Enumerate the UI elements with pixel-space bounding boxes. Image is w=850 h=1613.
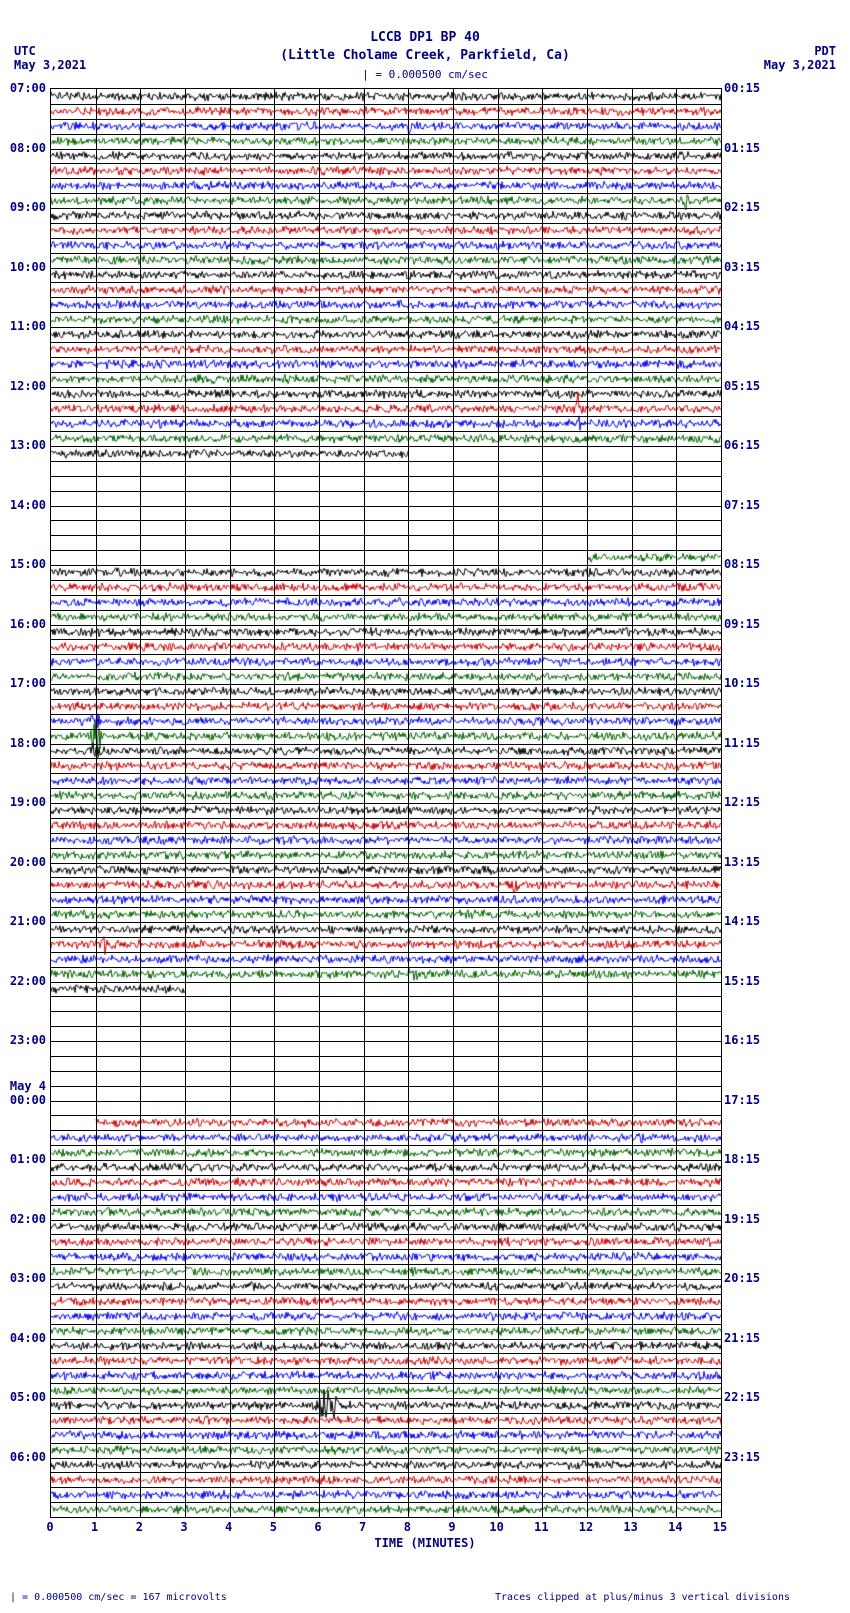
hour-label-right: 14:15	[724, 914, 766, 928]
tz-left: UTC	[14, 44, 36, 58]
x-tick: 9	[442, 1520, 462, 1534]
x-tick: 1	[85, 1520, 105, 1534]
hour-label-left: 05:00	[4, 1390, 46, 1404]
hour-label-left: 11:00	[4, 319, 46, 333]
hour-label-left: 22:00	[4, 974, 46, 988]
hour-label-right: 19:15	[724, 1212, 766, 1226]
x-tick: 6	[308, 1520, 328, 1534]
x-tick: 10	[487, 1520, 507, 1534]
hour-label-left: 04:00	[4, 1331, 46, 1345]
x-tick: 3	[174, 1520, 194, 1534]
hour-label-left: 20:00	[4, 855, 46, 869]
hour-label-right: 00:15	[724, 81, 766, 95]
x-tick: 12	[576, 1520, 596, 1534]
hour-label-right: 17:15	[724, 1093, 766, 1107]
x-tick: 5	[263, 1520, 283, 1534]
hour-label-right: 22:15	[724, 1390, 766, 1404]
hour-label-left: 00:00	[4, 1093, 46, 1107]
x-tick: 14	[665, 1520, 685, 1534]
hour-label-left: 13:00	[4, 438, 46, 452]
hour-label-right: 11:15	[724, 736, 766, 750]
hour-label-right: 01:15	[724, 141, 766, 155]
footer-scale: | = 0.000500 cm/sec = 167 microvolts	[10, 1592, 227, 1603]
hour-label-left: 10:00	[4, 260, 46, 274]
x-axis-label: TIME (MINUTES)	[0, 1536, 850, 1550]
footer-clip-note: Traces clipped at plus/minus 3 vertical …	[495, 1592, 790, 1603]
hour-label-left: 06:00	[4, 1450, 46, 1464]
hour-label-left: 07:00	[4, 81, 46, 95]
hour-label-left: 14:00	[4, 498, 46, 512]
day-label-left: May 4	[4, 1079, 46, 1093]
hour-label-right: 18:15	[724, 1152, 766, 1166]
x-tick: 2	[129, 1520, 149, 1534]
x-tick: 13	[621, 1520, 641, 1534]
x-tick: 15	[710, 1520, 730, 1534]
hour-label-left: 08:00	[4, 141, 46, 155]
hour-label-right: 02:15	[724, 200, 766, 214]
x-tick: 7	[353, 1520, 373, 1534]
hour-label-right: 05:15	[724, 379, 766, 393]
hour-label-left: 18:00	[4, 736, 46, 750]
hour-label-right: 13:15	[724, 855, 766, 869]
hour-label-left: 16:00	[4, 617, 46, 631]
hour-label-right: 10:15	[724, 676, 766, 690]
hour-label-right: 06:15	[724, 438, 766, 452]
hour-label-left: 02:00	[4, 1212, 46, 1226]
x-tick: 0	[40, 1520, 60, 1534]
hour-label-right: 09:15	[724, 617, 766, 631]
x-tick: 11	[531, 1520, 551, 1534]
hour-label-right: 04:15	[724, 319, 766, 333]
hour-label-right: 21:15	[724, 1331, 766, 1345]
hour-label-left: 01:00	[4, 1152, 46, 1166]
hour-label-left: 09:00	[4, 200, 46, 214]
hour-label-left: 17:00	[4, 676, 46, 690]
hour-label-right: 03:15	[724, 260, 766, 274]
x-tick: 4	[219, 1520, 239, 1534]
hour-label-left: 23:00	[4, 1033, 46, 1047]
hour-label-right: 20:15	[724, 1271, 766, 1285]
seismogram-plot	[50, 88, 722, 1518]
hour-label-left: 21:00	[4, 914, 46, 928]
hour-label-left: 03:00	[4, 1271, 46, 1285]
chart-subtitle: (Little Cholame Creek, Parkfield, Ca)	[0, 48, 850, 63]
hour-label-left: 19:00	[4, 795, 46, 809]
hour-label-right: 23:15	[724, 1450, 766, 1464]
tz-right: PDT	[814, 44, 836, 58]
date-right: May 3,2021	[764, 58, 836, 72]
scale-note: | = 0.000500 cm/sec	[0, 68, 850, 81]
hour-label-right: 12:15	[724, 795, 766, 809]
date-left: May 3,2021	[14, 58, 86, 72]
hour-label-right: 07:15	[724, 498, 766, 512]
hour-label-right: 08:15	[724, 557, 766, 571]
x-tick: 8	[397, 1520, 417, 1534]
hour-label-left: 15:00	[4, 557, 46, 571]
hour-label-left: 12:00	[4, 379, 46, 393]
chart-title: LCCB DP1 BP 40	[0, 30, 850, 45]
hour-label-right: 15:15	[724, 974, 766, 988]
hour-label-right: 16:15	[724, 1033, 766, 1047]
